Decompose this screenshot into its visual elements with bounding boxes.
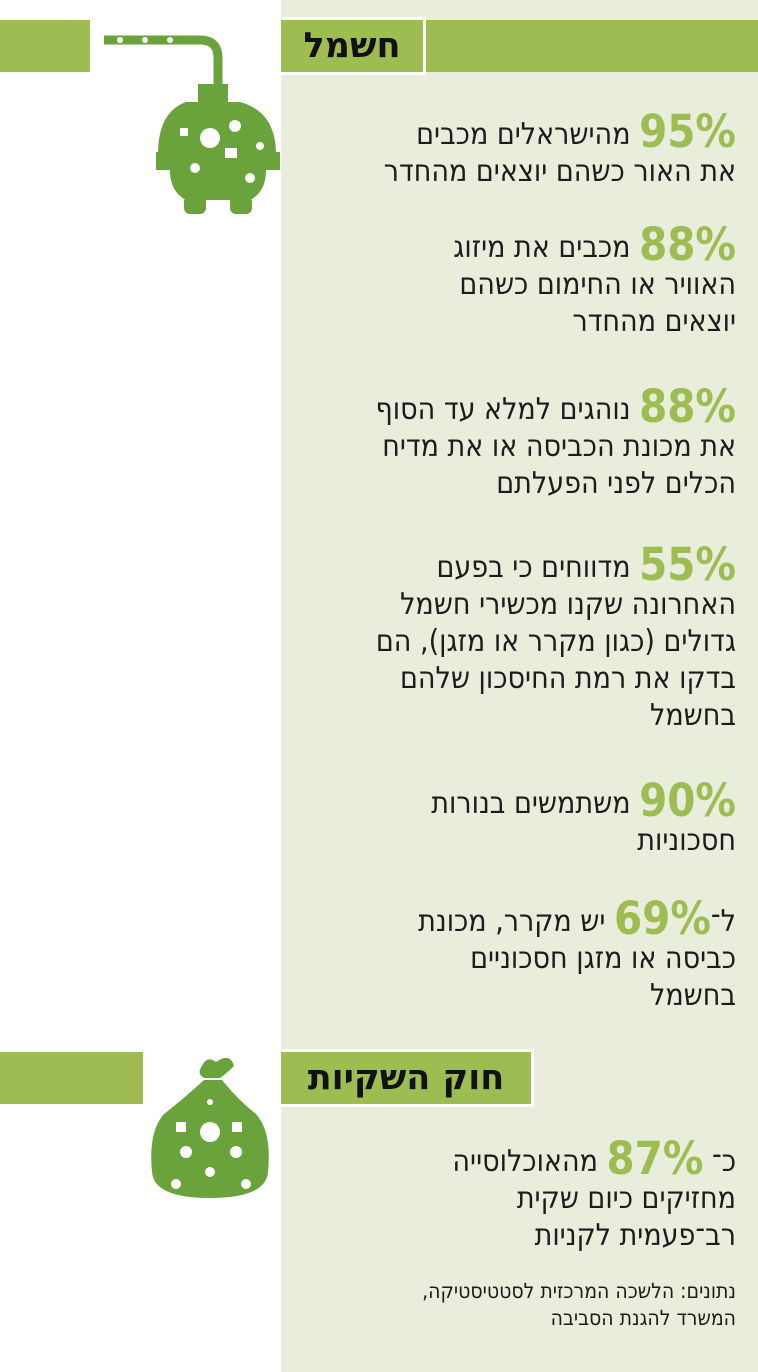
stat-4-line-0: 90% משתמשים בנורות [431, 774, 736, 827]
stat-6: כ־ 87% מהאוכלוסייה מחזיקים כיום שקית רב־… [452, 1132, 736, 1254]
stat-3-line-2: גדולים (כגון מקרר או מזגן), הם [375, 624, 736, 659]
stat-2-line-1: את מכונת הכביסה או את מדיח [382, 429, 736, 464]
stat-3-line-3: בדקו את רמת החיסכון שלהם [399, 661, 736, 696]
content-panel [281, 0, 758, 1372]
stat-4-pct: 90% [639, 774, 736, 827]
stat-1-line-0: 88% מכבים את מיזוג [453, 218, 736, 271]
stat-5-line-2: בחשמל [649, 978, 736, 1013]
stat-2-line-0: 88% נוהגים למלא עד הסוף [375, 380, 736, 433]
stat-0-line-1: את האור כשהם יוצאים מהחדר [383, 154, 736, 189]
stat-6-line-0: כ־ 87% מהאוכלוסייה [452, 1132, 736, 1185]
stat-1: 88% מכבים את מיזוג האוויר או החימום כשהם… [453, 218, 736, 340]
bag-eco-icon [151, 1057, 269, 1198]
stat-3-pct: 55% [639, 538, 736, 591]
section-bar-right [424, 20, 758, 72]
source-line-1: המשרד להגנת הסביבה [550, 1306, 736, 1330]
stat-5-line-1: כביסה או מזגן חסכוניים [470, 941, 736, 976]
stat-0-pct: 95% [639, 105, 736, 158]
stat-0-line-0: 95% מהישראלים מכבים [416, 105, 736, 158]
stat-2-line-2: הכלים לפני הפעלתם [496, 466, 736, 501]
stat-6-pct: 87% [606, 1132, 704, 1185]
stat-3-line-4: בחשמל [649, 698, 736, 733]
stat-1-line-1: האוויר או החימום כשהם [459, 267, 736, 302]
stat-3: 55% מדווחים כי בפעם האחרונה שקנו מכשירי … [375, 538, 736, 734]
stat-2: 88% נוהגים למלא עד הסוף את מכונת הכביסה … [375, 380, 736, 502]
stat-5-pct: 69% [614, 892, 711, 945]
source-credit: נתונים: הלשכה המרכזית לסטטיסטיקה, המשרד … [422, 1278, 736, 1332]
stat-5-line-0: ל־69% יש מקרר, מכונת [418, 892, 736, 945]
stat-1-pct: 88% [639, 218, 736, 271]
stat-2-pct: 88% [639, 380, 736, 433]
stat-4-line-1: חסכוניות [637, 823, 736, 858]
source-line-0: נתונים: הלשכה המרכזית לסטטיסטיקה, [422, 1279, 736, 1303]
stat-3-line-1: האחרונה שקנו מכשירי חשמל [400, 587, 736, 622]
stat-0: 95% מהישראלים מכבים את האור כשהם יוצאים … [383, 105, 736, 190]
section-title-electricity: חשמל [278, 17, 426, 75]
stat-5: ל־69% יש מקרר, מכונת כביסה או מזגן חסכונ… [418, 892, 736, 1014]
section-title-bags: חוק השקיות [278, 1049, 534, 1107]
stat-4: 90% משתמשים בנורות חסכוניות [431, 774, 736, 859]
stat-6-line-1: מחזיקים כיום שקית [516, 1181, 736, 1216]
section-bar-left-2 [0, 1052, 143, 1104]
stat-6-line-2: רב־פעמית לקניות [534, 1218, 736, 1253]
section-bar-left [0, 20, 90, 72]
stat-3-line-0: 55% מדווחים כי בפעם [436, 538, 736, 591]
plug-eco-icon [104, 35, 280, 214]
stat-1-line-2: יוצאים מהחדר [572, 304, 736, 339]
